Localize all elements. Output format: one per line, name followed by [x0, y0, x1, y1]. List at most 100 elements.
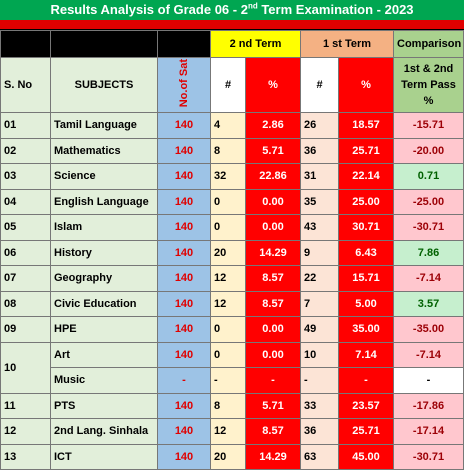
term1-count: 7 [300, 290, 340, 317]
term2-percent: 8.57 [244, 290, 302, 317]
term2-percent: 0.00 [244, 188, 302, 215]
sat-count: 140 [157, 214, 211, 241]
term1-percent: 35.00 [338, 316, 395, 343]
serial-number: 08 [0, 290, 51, 317]
subject: Tamil Language [50, 112, 158, 139]
table-row: Music - - - - - - [1, 367, 464, 394]
comparison: -20.00 [393, 137, 464, 164]
comparison: 7.86 [393, 239, 464, 266]
term1-count: 43 [300, 214, 340, 241]
subject: Civic Education [50, 290, 158, 317]
serial-number: 06 [0, 239, 51, 266]
table-body: 01 Tamil Language 140 4 2.86 26 18.57 -15.71 02 M… [0, 112, 464, 470]
term2-percent: 22.86 [244, 163, 302, 190]
serial-number: 10 [0, 341, 51, 394]
header-cell: # [210, 57, 246, 113]
term1-count: 10 [300, 341, 340, 368]
term2-percent: 5.71 [244, 392, 302, 419]
serial-number: 11 [0, 392, 51, 419]
serial-number: 01 [0, 112, 51, 139]
term2-count: 4 [210, 112, 246, 139]
term2-count: 20 [210, 443, 246, 470]
serial-number: 07 [0, 265, 51, 292]
header-cell: % [338, 57, 395, 113]
term1-count: 36 [300, 418, 340, 445]
term1-percent: 30.71 [338, 214, 395, 241]
sat-count: 140 [157, 239, 211, 266]
term1-percent: 23.57 [338, 392, 395, 419]
header-cell: 1st & 2nd Term Pass % [393, 57, 464, 113]
sat-count: 140 [157, 316, 211, 343]
comparison: 3.57 [393, 290, 464, 317]
term1-count: 49 [300, 316, 340, 343]
comparison: - [393, 367, 464, 394]
header-cell: # [300, 57, 340, 113]
header-cell [0, 30, 51, 58]
term2-count: 0 [210, 188, 246, 215]
results-table: 2 nd Term 1 st Term Comparison S. No SUB… [0, 30, 464, 470]
header-cell: No.of Sat [157, 57, 211, 113]
term1-percent: - [338, 367, 395, 394]
subject: English Language [50, 188, 158, 215]
comparison: -7.14 [393, 341, 464, 368]
comparison: -30.71 [393, 443, 464, 470]
table-row: 04 English Language 140 0 0.00 35 25.00 -25.00 [0, 188, 464, 215]
header-text: No.of Sat [178, 59, 190, 108]
term2-count: 12 [210, 265, 246, 292]
serial-number: 04 [0, 188, 51, 215]
red-band [0, 20, 464, 30]
term1-count: 35 [300, 188, 340, 215]
term1-percent: 6.43 [338, 239, 395, 266]
term1-percent: 7.14 [338, 341, 395, 368]
serial-number: 03 [0, 163, 51, 190]
term1-count: 31 [300, 163, 340, 190]
sat-count: 140 [157, 290, 211, 317]
header-cell: % [244, 57, 302, 113]
term2-percent: - [244, 367, 302, 394]
term2-percent: 2.86 [244, 112, 302, 139]
sat-count: 140 [157, 341, 211, 368]
subject: History [50, 239, 158, 266]
sat-count: 140 [157, 112, 211, 139]
term2-percent: 14.29 [244, 239, 302, 266]
term1-count: - [300, 367, 340, 394]
title: Results Analysis of Grade 06 - 2nd Term … [0, 0, 464, 20]
term2-count: 12 [210, 418, 246, 445]
subject: ICT [50, 443, 158, 470]
sat-count: 140 [157, 443, 211, 470]
title-text: Term Examination - 2023 [257, 2, 414, 17]
term1-count: 26 [300, 112, 340, 139]
subject: Science [50, 163, 158, 190]
header-cell: Comparison [393, 30, 464, 58]
table-row: 08 Civic Education 140 12 8.57 7 5.00 3.57 [0, 290, 464, 317]
term1-count: 36 [300, 137, 340, 164]
term1-percent: 15.71 [338, 265, 395, 292]
title-text: Results Analysis of Grade 06 - 2 [50, 2, 248, 17]
sat-count: 140 [157, 163, 211, 190]
header-cell [50, 30, 158, 58]
term1-percent: 25.71 [338, 418, 395, 445]
term2-count: - [210, 367, 246, 394]
header-cell: 1 st Term [300, 30, 395, 58]
table-row: 01 Tamil Language 140 4 2.86 26 18.57 -15.71 [0, 112, 464, 139]
term2-count: 20 [210, 239, 246, 266]
subject: Art [50, 341, 158, 368]
table-row: 07 Geography 140 12 8.57 22 15.71 -7.14 [0, 265, 464, 292]
term2-count: 8 [210, 392, 246, 419]
table-row: 13 ICT 140 20 14.29 63 45.00 -30.71 [0, 443, 464, 470]
sat-count: 140 [157, 392, 211, 419]
table-row: 02 Mathematics 140 8 5.71 36 25.71 -20.00 [0, 137, 464, 164]
header-row: 2 nd Term 1 st Term Comparison [0, 30, 464, 58]
term2-percent: 8.57 [244, 265, 302, 292]
title-sup: nd [247, 1, 258, 11]
comparison: -30.71 [393, 214, 464, 241]
term2-percent: 0.00 [244, 316, 302, 343]
table-row: 12 2nd Lang. Sinhala 140 12 8.57 36 25.71 -17.1… [0, 418, 464, 445]
serial-number: 02 [0, 137, 51, 164]
term2-percent: 0.00 [244, 214, 302, 241]
term1-percent: 25.71 [338, 137, 395, 164]
term1-percent: 45.00 [338, 443, 395, 470]
header-row: S. No SUBJECTS No.of Sat # % # % 1st & 2… [0, 57, 464, 113]
table-row: 05 Islam 140 0 0.00 43 30.71 -30.71 [0, 214, 464, 241]
sat-count: 140 [157, 418, 211, 445]
